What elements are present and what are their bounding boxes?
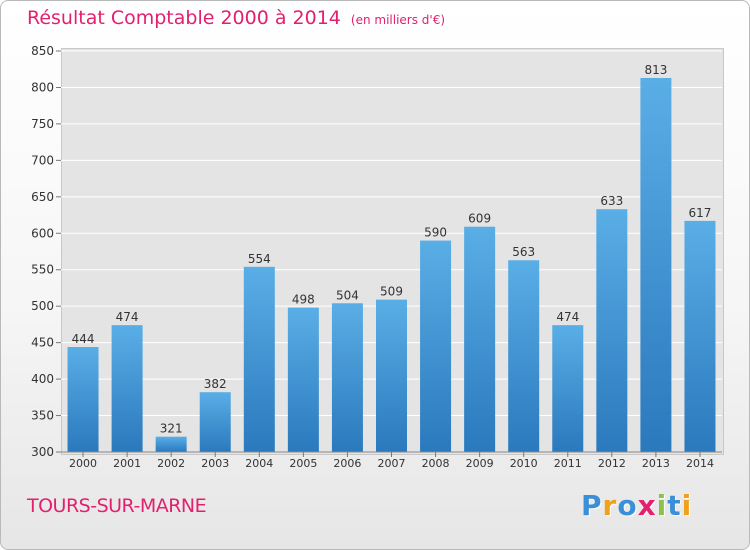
proxiti-logo: Proxiti [581,489,692,522]
data-label: 509 [380,285,403,299]
data-label: 813 [644,63,667,77]
y-tick-label: 650 [31,190,54,204]
bar [67,347,99,452]
x-tick-label: 2005 [289,457,317,470]
data-label: 590 [424,226,447,240]
logo-letter: x [637,489,657,522]
x-tick-label: 2014 [686,457,714,470]
data-label: 563 [512,245,535,259]
logo-letter: t [667,489,682,522]
y-tick-label: 450 [31,336,54,350]
y-axis: 300 350 400 450 500 550 600 650 700 750 800 850 [31,44,61,459]
y-tick-label: 600 [31,226,54,240]
y-tick-label: 550 [31,263,54,277]
logo-letter: o [617,489,638,522]
data-label: 382 [204,377,227,391]
data-label: 444 [72,332,95,346]
chart-title: Résultat Comptable 2000 à 2014 (en millie… [27,7,445,29]
chart-subtitle: (en milliers d'€) [350,13,446,27]
bar [640,77,672,452]
bar [684,220,716,452]
bar [199,392,231,452]
bar [552,325,584,452]
x-tick-label: 2001 [113,457,141,470]
data-label: 633 [600,194,623,208]
bar [376,299,407,452]
x-tick-label: 2013 [642,457,670,470]
x-tick-label: 2011 [554,457,582,470]
data-labels: 444 474 321 382 554 498 504 509 590 609 563 474 633 8… [72,63,712,436]
bar [508,260,540,452]
logo-letter: i [681,489,693,522]
data-label: 617 [689,206,712,220]
x-tick-label: 2009 [466,457,494,470]
bar [331,303,363,452]
x-tick-label: 2006 [333,457,361,470]
data-label: 554 [248,252,271,266]
data-label: 474 [556,310,579,324]
bar [243,266,275,452]
x-axis: 2000 2001 2002 2003 2004 2005 2006 2007 2008 2009… [61,451,722,470]
bar [155,436,187,452]
data-label: 321 [160,422,183,436]
bar [596,209,628,452]
data-label: 474 [116,310,139,324]
data-label: 609 [468,212,491,226]
bar [287,307,319,452]
x-tick-label: 2007 [378,457,406,470]
x-tick-label: 2004 [245,457,273,470]
city-name: TOURS-SUR-MARNE [27,495,207,517]
y-tick-label: 700 [31,153,54,167]
bar [464,226,496,452]
logo-letter: i [656,489,668,522]
x-tick-label: 2003 [201,457,229,470]
x-tick-label: 2008 [422,457,450,470]
x-tick-label: 2010 [510,457,538,470]
y-tick-label: 750 [31,117,54,131]
data-label: 504 [336,288,359,302]
y-tick-label: 350 [31,409,54,423]
bars [67,77,716,452]
chart-title-text: Résultat Comptable 2000 à 2014 [27,7,341,29]
logo-letter: P [581,489,603,522]
bar [420,240,452,452]
x-tick-label: 2000 [69,457,97,470]
y-tick-label: 800 [31,80,54,94]
bar [111,325,143,452]
y-tick-label: 500 [31,299,54,313]
data-label: 498 [292,293,315,307]
x-tick-label: 2012 [598,457,626,470]
y-tick-label: 400 [31,372,54,386]
y-tick-label: 850 [31,44,54,58]
logo-letter: r [602,489,618,522]
x-tick-label: 2002 [157,457,185,470]
y-tick-label: 300 [31,445,54,459]
